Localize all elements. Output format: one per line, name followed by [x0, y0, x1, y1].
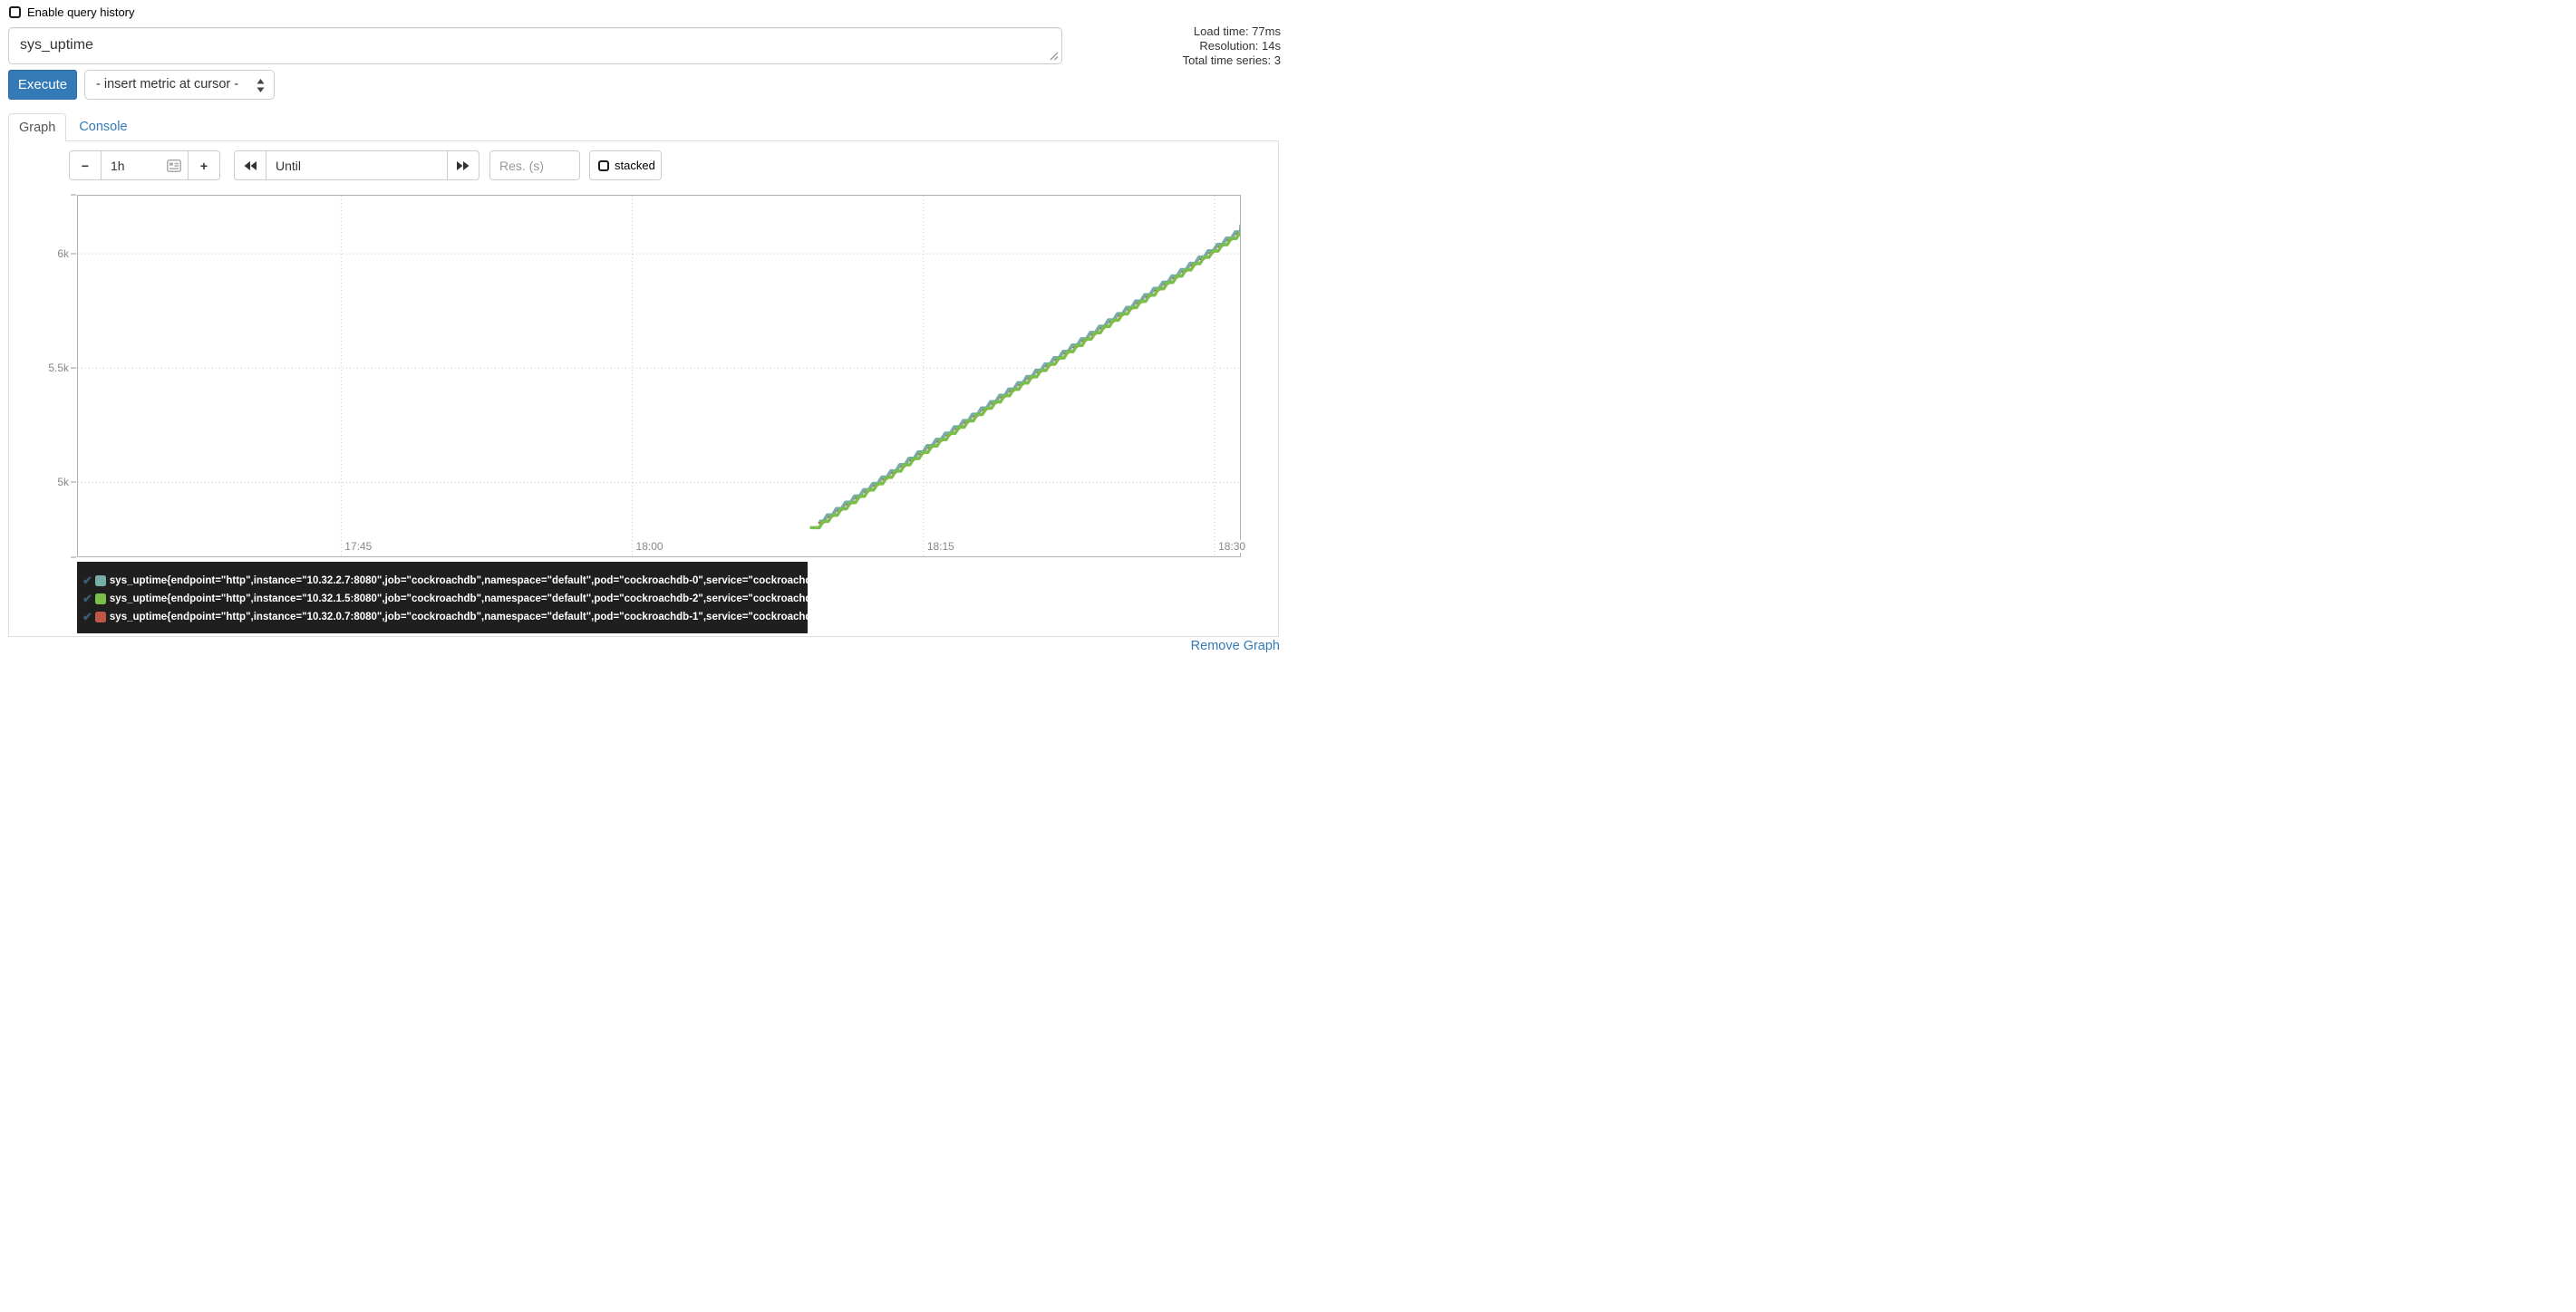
- legend-row[interactable]: ✔ sys_uptime{endpoint="http",instance="10…: [77, 608, 827, 626]
- range-input[interactable]: 1h: [101, 150, 189, 180]
- query-history-checkbox[interactable]: [9, 6, 21, 18]
- fast-forward-icon: [457, 160, 470, 170]
- tab-bar: Graph Console: [8, 113, 140, 141]
- chart-legend: ✔ sys_uptime{endpoint="http",instance="10…: [77, 562, 827, 633]
- x-axis-label: 18:00: [634, 540, 665, 553]
- expression-text: sys_uptime: [20, 37, 93, 53]
- prometheus-expression-browser: Enable query history Load time: 77ms Res…: [0, 0, 1288, 656]
- remove-graph-link[interactable]: Remove Graph: [1190, 639, 1280, 653]
- legend-swatch: [94, 593, 106, 604]
- range-value: 1h: [111, 158, 125, 173]
- range-increase-button[interactable]: +: [188, 150, 220, 180]
- legend-check-icon[interactable]: ✔: [82, 574, 92, 587]
- range-control-group: − 1h +: [69, 150, 220, 180]
- query-history-label: Enable query history: [27, 5, 135, 19]
- legend-swatch: [94, 612, 106, 622]
- stacked-label: stacked: [615, 159, 655, 172]
- calendar-icon: [167, 159, 181, 172]
- legend-row[interactable]: ✔ sys_uptime{endpoint="http",instance="10…: [77, 572, 827, 590]
- y-axis-tick: [71, 556, 76, 558]
- legend-swatch: [94, 575, 106, 586]
- insert-metric-dropdown[interactable]: - insert metric at cursor -: [84, 70, 275, 100]
- until-input[interactable]: Until: [266, 150, 448, 180]
- y-axis-label: 5k: [57, 476, 69, 489]
- execute-button[interactable]: Execute: [8, 70, 77, 100]
- range-decrease-button[interactable]: −: [69, 150, 102, 180]
- select-arrows-icon: [257, 79, 265, 92]
- x-axis-label: 17:45: [343, 540, 374, 553]
- until-control-group: Until: [234, 150, 479, 180]
- time-back-button[interactable]: [234, 150, 266, 180]
- graph-panel: − 1h + Until: [8, 140, 1279, 637]
- stacked-checkbox[interactable]: [598, 159, 609, 171]
- time-forward-button[interactable]: [447, 150, 479, 180]
- legend-check-icon[interactable]: ✔: [82, 610, 92, 623]
- insert-metric-placeholder: - insert metric at cursor -: [96, 77, 239, 92]
- stacked-toggle[interactable]: stacked: [589, 150, 662, 180]
- legend-row[interactable]: ✔ sys_uptime{endpoint="http",instance="10…: [77, 590, 827, 608]
- x-axis-label: 18:30: [1216, 540, 1248, 553]
- legend-series-label: sys_uptime{endpoint="http",instance="10.…: [109, 612, 828, 622]
- y-axis-tick: [71, 481, 76, 484]
- y-axis-label: 5.5k: [48, 362, 69, 375]
- query-history-toggle[interactable]: Enable query history: [9, 5, 135, 19]
- legend-series-label: sys_uptime{endpoint="http",instance="10.…: [109, 575, 828, 586]
- query-stats: Load time: 77ms Resolution: 14s Total ti…: [1183, 24, 1281, 68]
- expression-input[interactable]: sys_uptime: [8, 27, 1062, 64]
- y-axis-tick: [71, 194, 76, 196]
- rewind-icon: [244, 160, 257, 170]
- y-axis-label: 6k: [57, 247, 69, 261]
- resolution-text: Resolution: 14s: [1199, 39, 1281, 53]
- legend-series-label: sys_uptime{endpoint="http",instance="10.…: [109, 593, 828, 604]
- resize-handle-icon[interactable]: [1048, 50, 1059, 61]
- resolution-input[interactable]: Res. (s): [489, 150, 580, 180]
- chart-svg: [77, 195, 1243, 557]
- load-time-text: Load time: 77ms: [1193, 24, 1281, 38]
- tab-graph[interactable]: Graph: [8, 113, 67, 141]
- y-axis-tick: [71, 253, 76, 256]
- total-time-series-text: Total time series: 3: [1182, 53, 1281, 67]
- y-axis-tick: [71, 367, 76, 370]
- x-axis-label: 18:15: [925, 540, 956, 553]
- chart-area[interactable]: 17:45 18:00 18:15 18:30: [77, 195, 1248, 557]
- legend-check-icon[interactable]: ✔: [82, 592, 92, 605]
- tab-console[interactable]: Console: [79, 120, 128, 134]
